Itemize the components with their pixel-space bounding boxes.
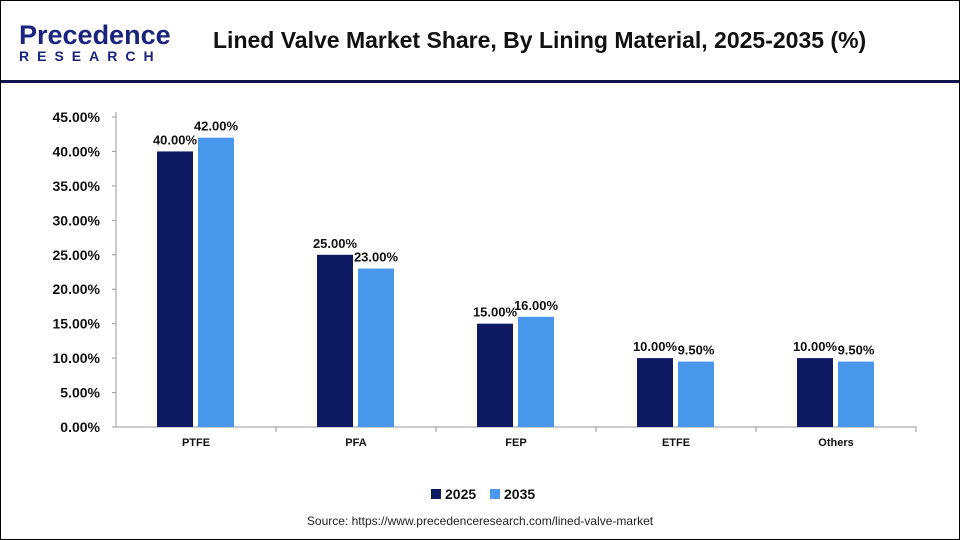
- data-label: 10.00%: [793, 339, 838, 354]
- y-tick-label: 10.00%: [53, 350, 101, 366]
- x-tick-label: PFA: [345, 437, 366, 449]
- x-tick-label: ETFE: [662, 437, 690, 449]
- legend-swatch-2035: [490, 489, 500, 499]
- bar-2025-FEP: [477, 323, 513, 427]
- bar-2035-FEP: [518, 316, 554, 427]
- bar-2025-ETFE: [637, 358, 673, 427]
- bar-2025-PFA: [317, 254, 353, 427]
- header: Precedence RESEARCH Lined Valve Market S…: [1, 1, 959, 83]
- data-label: 10.00%: [633, 339, 678, 354]
- data-label: 42.00%: [194, 119, 239, 134]
- legend-swatch-2025: [431, 489, 441, 499]
- x-tick-label: Others: [818, 437, 853, 449]
- y-tick-label: 5.00%: [60, 385, 100, 401]
- legend-label: 2035: [504, 486, 535, 502]
- x-tick-label: PTFE: [182, 437, 210, 449]
- y-tick-label: 35.00%: [53, 178, 101, 194]
- data-label: 9.50%: [838, 343, 875, 358]
- data-label: 25.00%: [313, 236, 358, 251]
- data-label: 23.00%: [354, 250, 399, 265]
- y-tick-label: 0.00%: [60, 419, 100, 435]
- data-label: 15.00%: [473, 305, 518, 320]
- page-title: Lined Valve Market Share, By Lining Mate…: [213, 27, 867, 53]
- data-label: 9.50%: [678, 343, 715, 358]
- y-tick-label: 25.00%: [53, 247, 101, 263]
- y-tick-label: 45.00%: [53, 109, 101, 125]
- y-tick-label: 30.00%: [53, 212, 101, 228]
- data-label: 40.00%: [153, 132, 198, 147]
- legend-label: 2025: [445, 486, 476, 502]
- bar-2025-Others: [797, 358, 833, 427]
- bar-2035-PFA: [358, 268, 394, 427]
- logo-line1: Precedence: [19, 20, 171, 50]
- source-text: Source: https://www.precedenceresearch.c…: [306, 514, 654, 528]
- y-tick-label: 15.00%: [53, 316, 101, 332]
- bar-2035-Others: [838, 361, 874, 427]
- y-tick-label: 40.00%: [53, 143, 101, 159]
- logo-line2: RESEARCH: [19, 48, 162, 64]
- logo: Precedence RESEARCH: [19, 21, 171, 63]
- bar-2025-PTFE: [157, 151, 193, 427]
- data-label: 16.00%: [514, 298, 559, 313]
- x-tick-label: FEP: [505, 437, 526, 449]
- bar-2035-ETFE: [678, 361, 714, 427]
- bar-2035-PTFE: [198, 137, 234, 427]
- y-tick-label: 20.00%: [53, 281, 101, 297]
